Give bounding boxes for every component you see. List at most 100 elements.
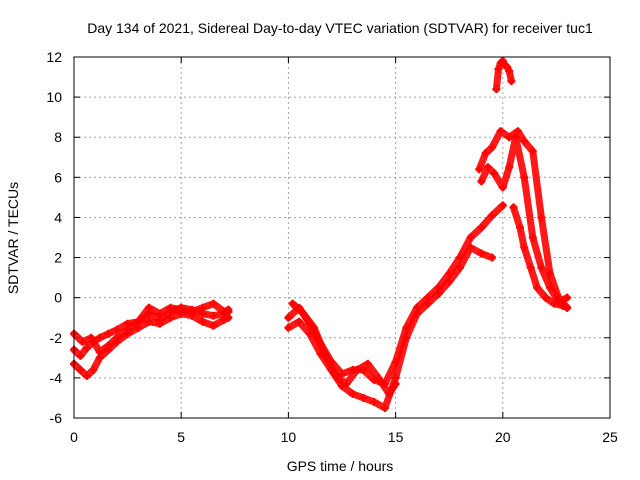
data-point	[505, 133, 514, 142]
data-point	[537, 263, 546, 272]
data-point	[104, 341, 113, 350]
data-point	[528, 147, 537, 156]
data-point	[385, 389, 394, 398]
data-point	[541, 293, 550, 302]
y-tick-label: 0	[54, 290, 62, 306]
data-point	[490, 169, 499, 178]
data-point	[520, 137, 529, 146]
series-trace	[289, 300, 400, 398]
data-point	[391, 379, 400, 388]
data-point	[166, 303, 175, 312]
data-point	[288, 299, 297, 308]
data-point	[209, 311, 218, 320]
data-point	[558, 301, 567, 310]
data-point	[76, 365, 85, 374]
data-point	[155, 319, 164, 328]
data-point	[112, 333, 121, 342]
y-tick-label: 10	[46, 89, 62, 105]
x-tick-label: 10	[281, 429, 297, 445]
data-point	[112, 325, 121, 334]
data-point	[145, 317, 154, 326]
data-point	[423, 299, 432, 308]
data-point	[515, 223, 524, 232]
data-point	[545, 269, 554, 278]
data-point	[488, 253, 497, 262]
y-tick-label: -4	[50, 370, 63, 386]
y-tick-label: 4	[54, 209, 62, 225]
chart-title: Day 134 of 2021, Sidereal Day-to-day VTE…	[87, 20, 593, 36]
data-point	[342, 379, 351, 388]
data-point	[224, 313, 233, 322]
data-point	[82, 343, 91, 352]
data-point	[220, 315, 229, 324]
data-point	[477, 177, 486, 186]
data-point	[87, 333, 96, 342]
data-point	[209, 299, 218, 308]
data-point	[295, 317, 304, 326]
data-point	[488, 211, 497, 220]
data-point	[310, 323, 319, 332]
series-trace	[475, 127, 571, 312]
data-point	[528, 233, 537, 242]
plot-frame	[73, 56, 611, 419]
data-point	[498, 183, 507, 192]
data-point	[496, 127, 505, 136]
series-band-j	[492, 57, 516, 94]
series-band-i	[509, 203, 572, 312]
data-point	[155, 309, 164, 318]
data-point	[134, 317, 143, 326]
data-point	[363, 359, 372, 368]
data-point	[359, 393, 368, 402]
data-point	[507, 77, 516, 86]
data-point	[320, 349, 329, 358]
data-point	[224, 305, 233, 314]
data-point	[284, 313, 293, 322]
data-point	[466, 243, 475, 252]
x-tick-label: 5	[177, 429, 185, 445]
data-point	[483, 163, 492, 172]
data-point	[95, 347, 104, 356]
data-point	[177, 305, 186, 314]
y-tick-label: 12	[46, 49, 62, 65]
data-point	[374, 373, 383, 382]
data-point	[475, 165, 484, 174]
data-point	[537, 213, 546, 222]
data-point	[509, 203, 518, 212]
data-point	[123, 325, 132, 334]
y-tick-label: -6	[50, 410, 63, 426]
data-point	[78, 337, 87, 346]
data-points	[70, 57, 572, 412]
data-point	[89, 365, 98, 374]
data-point	[82, 371, 91, 380]
data-point	[95, 333, 104, 342]
data-point	[466, 233, 475, 242]
data-point	[481, 149, 490, 158]
x-tick-label: 0	[70, 429, 78, 445]
data-point	[187, 307, 196, 316]
data-point	[104, 329, 113, 338]
y-tick-label: 2	[54, 250, 62, 266]
x-tick-label: 20	[495, 429, 511, 445]
data-point	[76, 351, 85, 360]
y-axis-label: SDTVAR / TECUs	[5, 182, 21, 294]
data-point	[477, 249, 486, 258]
x-tick-label: 25	[602, 429, 618, 445]
x-tick-label: 15	[388, 429, 404, 445]
series-trace	[477, 133, 571, 306]
data-point	[209, 321, 218, 330]
data-point	[353, 365, 362, 374]
data-point	[526, 263, 535, 272]
data-point	[445, 277, 454, 286]
data-point	[520, 243, 529, 252]
data-point	[505, 67, 514, 76]
y-tick-label: -2	[50, 330, 63, 346]
data-point	[492, 85, 501, 94]
series-band-f	[288, 299, 400, 398]
data-point	[533, 283, 542, 292]
data-point	[402, 333, 411, 342]
y-tick-label: 8	[54, 129, 62, 145]
series-band-c	[70, 299, 233, 356]
series-trace	[284, 244, 496, 412]
data-point	[145, 303, 154, 312]
